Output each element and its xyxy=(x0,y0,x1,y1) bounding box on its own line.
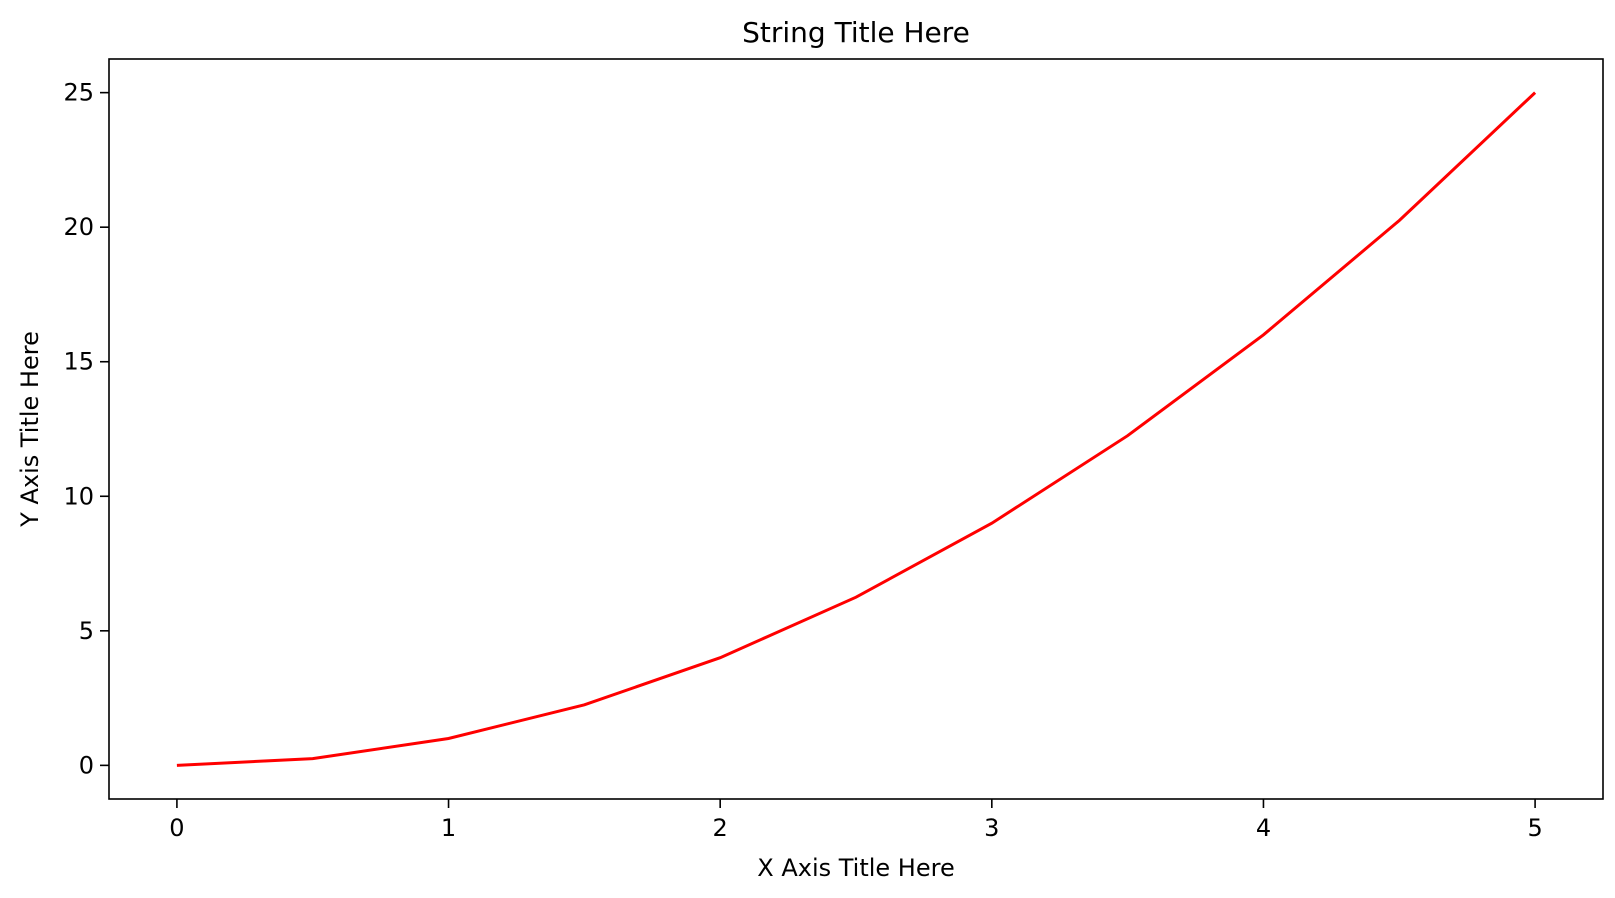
x-tick-label: 5 xyxy=(1527,814,1542,842)
y-tick-label: 10 xyxy=(63,482,94,510)
plot-area-frame xyxy=(108,58,1604,800)
y-axis-ticks: 0 5 10 15 20 25 xyxy=(63,79,109,779)
x-axis-label: X Axis Title Here xyxy=(757,854,954,882)
x-tick-label: 0 xyxy=(169,814,184,842)
y-tick-label: 5 xyxy=(79,617,94,645)
x-axis-ticks: 0 1 2 3 4 5 xyxy=(169,799,1543,842)
y-tick-label: 20 xyxy=(63,213,94,241)
y-tick-label: 15 xyxy=(63,348,94,376)
y-tick-label: 25 xyxy=(63,79,94,107)
chart-title: String Title Here xyxy=(742,16,970,49)
y-tick-label: 0 xyxy=(79,751,94,779)
x-tick-label: 2 xyxy=(713,814,728,842)
y-axis-label: Y Axis Title Here xyxy=(16,331,44,528)
x-tick-label: 4 xyxy=(1256,814,1271,842)
series-line xyxy=(176,91,1537,767)
x-tick-label: 1 xyxy=(441,814,456,842)
x-tick-label: 3 xyxy=(984,814,999,842)
